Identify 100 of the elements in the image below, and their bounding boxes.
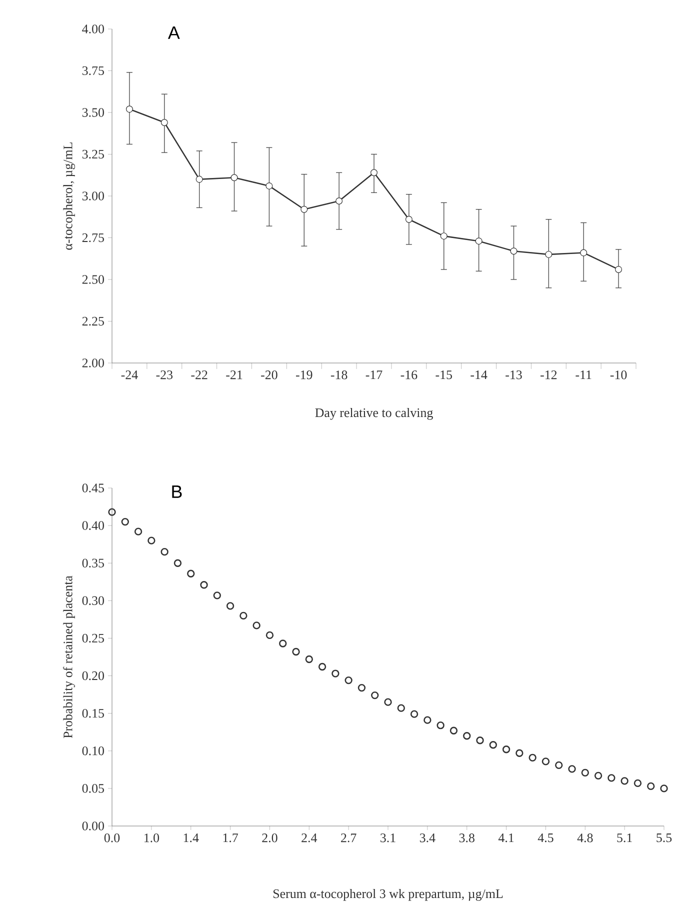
x-tick-label: -17: [366, 370, 382, 380]
point: [489, 741, 497, 749]
point: [476, 736, 484, 744]
x-tick-label: -12: [540, 370, 557, 380]
point: [160, 548, 168, 556]
point: [620, 777, 628, 785]
y-tick-label: 0.25: [82, 634, 104, 643]
x-tick-label: 2.0: [262, 834, 278, 842]
point: [580, 249, 588, 256]
point: [134, 528, 142, 536]
point: [187, 570, 195, 578]
x-tick-label: 3.1: [380, 834, 396, 842]
chart-title: A: [168, 26, 180, 39]
y-tick-label: 3.75: [82, 66, 104, 76]
x-tick-label: 1.0: [144, 834, 160, 842]
x-tick-label: 1.7: [223, 834, 238, 842]
point: [358, 684, 366, 692]
point: [608, 774, 616, 782]
point: [266, 631, 274, 640]
y-tick-label: 2.50: [82, 275, 104, 284]
point: [634, 779, 642, 788]
point: [230, 174, 238, 182]
point: [332, 670, 340, 678]
y-tick-label: 0.15: [82, 708, 104, 718]
point: [463, 732, 471, 740]
x-tick-label: -13: [506, 370, 522, 380]
y-tick-label: 3.00: [82, 192, 104, 200]
point: [542, 758, 550, 766]
point: [318, 662, 326, 671]
y-axis-title: Probability of retained placenta: [63, 576, 75, 738]
point: [568, 765, 576, 773]
point: [126, 106, 133, 113]
point: [502, 746, 510, 754]
point: [174, 559, 182, 567]
x-tick-label: -24: [121, 370, 138, 380]
point: [440, 232, 448, 240]
x-tick-label: 5.5: [656, 834, 672, 842]
point: [615, 266, 622, 273]
point: [336, 198, 343, 204]
point: [148, 536, 156, 544]
point: [424, 716, 432, 724]
point: [121, 518, 129, 526]
point: [292, 648, 300, 656]
y-tick-label: 0.05: [82, 784, 104, 793]
x-tick-label: -16: [400, 370, 418, 380]
y-tick-label: 3.25: [82, 150, 104, 159]
chart-title: B: [172, 486, 182, 498]
x-tick-label: 4.1: [498, 834, 514, 842]
point: [213, 592, 221, 600]
point: [475, 238, 482, 245]
x-tick-label: -23: [156, 370, 173, 380]
point: [581, 768, 589, 777]
y-tick-label: 2.00: [82, 358, 104, 368]
x-tick-label: -11: [576, 370, 592, 380]
y-tick-label: 0.10: [82, 746, 104, 756]
point: [344, 676, 352, 684]
y-tick-label: 0.35: [82, 558, 104, 568]
x-axis-title: Day relative to calving: [315, 408, 433, 420]
point: [252, 622, 260, 630]
x-tick-label: -20: [261, 370, 278, 380]
point: [370, 169, 378, 176]
y-tick-label: 0.30: [82, 596, 104, 606]
x-tick-label: 4.8: [577, 834, 593, 842]
y-tick-label: 2.25: [82, 316, 104, 326]
point: [160, 119, 168, 126]
x-tick-label: 2.4: [302, 834, 318, 842]
point: [410, 710, 418, 718]
x-tick-label: 3.4: [420, 834, 436, 842]
y-tick-label: 0.40: [82, 521, 104, 530]
x-tick-label: -21: [226, 370, 242, 380]
x-tick-label: -14: [470, 370, 488, 380]
x-tick-label: -15: [436, 370, 452, 380]
x-axis-title: Serum α-tocopherol 3 wk prepartum, µg/mL: [273, 888, 503, 901]
point: [450, 726, 458, 734]
point: [371, 691, 379, 700]
point: [108, 508, 116, 516]
point: [528, 754, 536, 762]
x-tick-label: 2.7: [341, 834, 356, 842]
point: [300, 206, 308, 213]
y-axis-title: α-tocopherol, µg/mL: [63, 142, 75, 250]
x-tick-label: 0.0: [104, 834, 120, 842]
point: [384, 698, 392, 706]
x-tick-label: 1.4: [184, 834, 199, 842]
point: [660, 784, 668, 792]
y-tick-label: 4.00: [82, 24, 104, 34]
x-tick-label: 3.8: [459, 834, 474, 842]
point: [545, 250, 552, 258]
point: [196, 176, 203, 183]
y-tick-label: 0.45: [82, 484, 104, 492]
y-tick-label: 0.00: [82, 822, 104, 830]
point: [555, 761, 563, 769]
point: [405, 216, 412, 223]
point: [594, 772, 602, 780]
point: [226, 602, 234, 610]
point: [510, 248, 518, 255]
point: [279, 640, 287, 648]
x-tick-label: -19: [296, 370, 312, 380]
point: [266, 182, 273, 190]
x-tick-label: 5.1: [617, 834, 632, 842]
x-tick-label: -10: [610, 370, 627, 380]
